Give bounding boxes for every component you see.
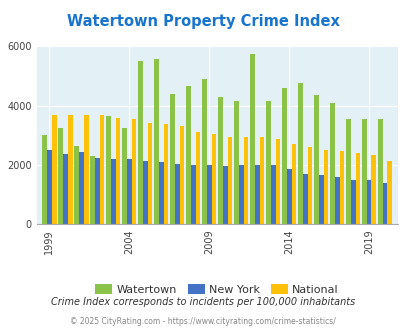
Bar [185,86,190,224]
Bar [297,83,302,224]
Bar [281,88,286,224]
Bar [158,162,163,224]
Bar [175,163,179,224]
Bar [238,165,243,224]
Bar [190,165,195,224]
Bar [350,181,355,224]
Bar [122,128,126,224]
Bar [254,165,259,224]
Bar [307,147,311,224]
Bar [217,97,222,224]
Bar [355,152,359,224]
Bar [74,146,79,224]
Legend: Watertown, New York, National: Watertown, New York, National [91,280,343,300]
Bar [79,152,83,224]
Bar [58,128,63,224]
Bar [313,95,318,224]
Bar [147,122,152,224]
Bar [377,119,382,224]
Bar [211,134,216,224]
Bar [83,115,88,224]
Bar [270,165,275,224]
Bar [275,139,280,224]
Bar [106,116,111,224]
Text: Watertown Property Crime Index: Watertown Property Crime Index [66,14,339,29]
Bar [265,101,270,224]
Bar [233,101,238,224]
Bar [163,124,168,224]
Bar [115,118,120,224]
Bar [366,181,371,224]
Bar [179,126,184,224]
Bar [318,176,323,224]
Bar [334,177,339,224]
Bar [68,115,72,224]
Bar [42,135,47,224]
Bar [47,150,51,224]
Bar [63,154,68,224]
Bar [100,115,104,224]
Bar [386,161,391,224]
Bar [138,61,143,224]
Text: Crime Index corresponds to incidents per 100,000 inhabitants: Crime Index corresponds to incidents per… [51,297,354,307]
Bar [243,137,248,224]
Bar [249,53,254,224]
Bar [95,157,100,224]
Bar [222,166,227,224]
Bar [131,119,136,224]
Bar [329,103,334,224]
Bar [361,119,366,224]
Bar [302,174,307,224]
Bar [153,59,158,224]
Bar [323,150,328,224]
Bar [51,115,56,224]
Bar [111,159,115,224]
Bar [206,165,211,224]
Bar [259,137,264,224]
Bar [382,183,386,224]
Bar [345,119,350,224]
Bar [143,160,147,224]
Bar [170,94,175,224]
Bar [195,132,200,224]
Bar [126,159,131,224]
Bar [339,151,343,224]
Bar [371,154,375,224]
Bar [227,137,232,224]
Text: © 2025 CityRating.com - https://www.cityrating.com/crime-statistics/: © 2025 CityRating.com - https://www.city… [70,317,335,326]
Bar [291,144,296,224]
Bar [286,170,291,224]
Bar [90,156,95,224]
Bar [202,79,206,224]
